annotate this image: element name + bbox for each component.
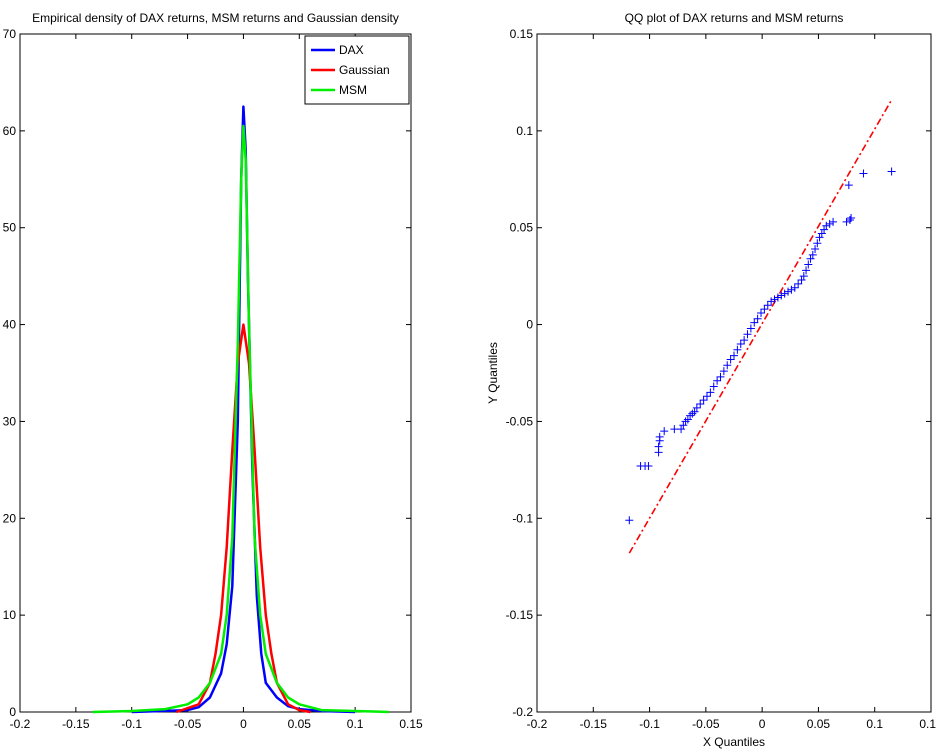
series-line-msm — [92, 124, 389, 714]
legend-label-dax: DAX — [339, 43, 364, 57]
data-point — [713, 376, 722, 385]
y-tick-label: 40 — [3, 318, 17, 332]
x-tick-label: -0.15 — [62, 717, 90, 731]
data-point — [644, 461, 653, 470]
x-tick-label: -0.1 — [639, 717, 660, 731]
y-tick-label: 0.1 — [516, 124, 533, 138]
data-point — [799, 272, 808, 281]
y-tick-label: -0.05 — [506, 414, 534, 428]
x-tick-label: -0.05 — [692, 717, 720, 731]
data-point — [822, 221, 831, 230]
x-tick-label: -0.2 — [10, 717, 31, 731]
axes-box — [536, 33, 932, 713]
data-point — [777, 291, 786, 300]
data-point — [660, 427, 669, 436]
data-point — [733, 345, 742, 354]
chart-2: QQ plot of DAX returns and MSM returns -0… — [486, 11, 936, 749]
data-point — [845, 215, 854, 224]
chart-title: Empirical density of DAX returns, MSM re… — [32, 11, 399, 25]
data-point — [736, 339, 745, 348]
data-point — [787, 285, 796, 294]
data-point — [750, 318, 759, 327]
data-point — [760, 305, 769, 314]
data-point — [654, 442, 663, 451]
y-tick-label: -0.2 — [512, 705, 533, 719]
y-tick-label: 60 — [3, 124, 17, 138]
axes-box — [19, 33, 412, 713]
x-tick-label: 0.05 — [288, 717, 312, 731]
data-point — [753, 314, 762, 323]
data-point — [625, 516, 634, 525]
legend-label-msm: MSM — [339, 83, 367, 97]
data-point — [730, 351, 738, 360]
y-tick-label: 30 — [3, 414, 17, 428]
data-point — [746, 324, 755, 333]
x-tick-label: 0.05 — [807, 717, 831, 731]
chart-title: QQ plot of DAX returns and MSM returns — [625, 11, 844, 25]
data-point — [670, 425, 679, 434]
y-tick-label: -0.15 — [506, 608, 534, 622]
data-point — [757, 308, 766, 317]
chart-1: Empirical density of DAX returns, MSM re… — [3, 11, 423, 731]
data-point — [842, 217, 851, 226]
x-tick-label: -0.2 — [527, 717, 548, 731]
legend: DAX Gaussian MSM — [304, 35, 410, 105]
data-point — [770, 295, 779, 304]
data-point — [706, 388, 715, 397]
data-point — [740, 336, 749, 345]
data-point — [702, 392, 711, 401]
data-point — [802, 266, 811, 275]
data-point — [780, 289, 789, 298]
data-point — [719, 367, 728, 376]
x-axis-label: X Quantiles — [703, 735, 765, 749]
data-point — [709, 382, 718, 391]
data-point — [696, 399, 705, 408]
x-tick-label: 0.1 — [866, 717, 883, 731]
data-point — [829, 217, 838, 226]
data-point — [813, 239, 822, 248]
data-point — [773, 293, 782, 302]
data-point — [726, 355, 735, 364]
data-point — [655, 432, 664, 441]
y-tick-label: 70 — [3, 27, 17, 41]
data-point — [844, 181, 853, 190]
data-point — [767, 297, 776, 306]
y-tick-label: -0.1 — [512, 511, 533, 525]
data-point — [743, 330, 752, 339]
data-point — [811, 245, 820, 254]
data-point — [859, 169, 868, 178]
y-tick-label: 20 — [3, 511, 17, 525]
data-point — [825, 219, 834, 228]
y-tick-label: 10 — [3, 608, 17, 622]
x-tick-label: 0.15 — [399, 717, 423, 731]
data-point — [808, 250, 817, 259]
y-tick-label: 0.15 — [510, 27, 534, 41]
data-point — [784, 287, 793, 296]
y-tick-label: 0 — [526, 318, 533, 332]
y-tick-label: 0.05 — [510, 221, 534, 235]
data-point — [692, 403, 701, 412]
data-point — [804, 260, 813, 269]
x-tick-label: 0.1 — [347, 717, 364, 731]
x-tick-label: -0.05 — [174, 717, 202, 731]
x-tick-label: 0 — [759, 717, 766, 731]
data-point — [763, 301, 772, 310]
data-point — [716, 372, 725, 381]
data-point — [699, 396, 708, 405]
x-tick-label: 0.15 — [919, 717, 936, 731]
data-point — [723, 361, 732, 370]
legend-label-gaussian: Gaussian — [339, 63, 390, 77]
y-tick-label: 50 — [3, 221, 17, 235]
reference-line — [628, 99, 893, 554]
data-point — [794, 279, 803, 288]
x-tick-label: -0.15 — [580, 717, 608, 731]
y-axis-label: Y Quantiles — [486, 342, 500, 404]
data-point — [790, 283, 799, 292]
y-tick-label: 0 — [9, 705, 16, 719]
data-point — [887, 167, 896, 176]
data-point — [847, 214, 856, 223]
x-tick-label: 0 — [240, 717, 247, 731]
x-tick-label: -0.1 — [121, 717, 142, 731]
